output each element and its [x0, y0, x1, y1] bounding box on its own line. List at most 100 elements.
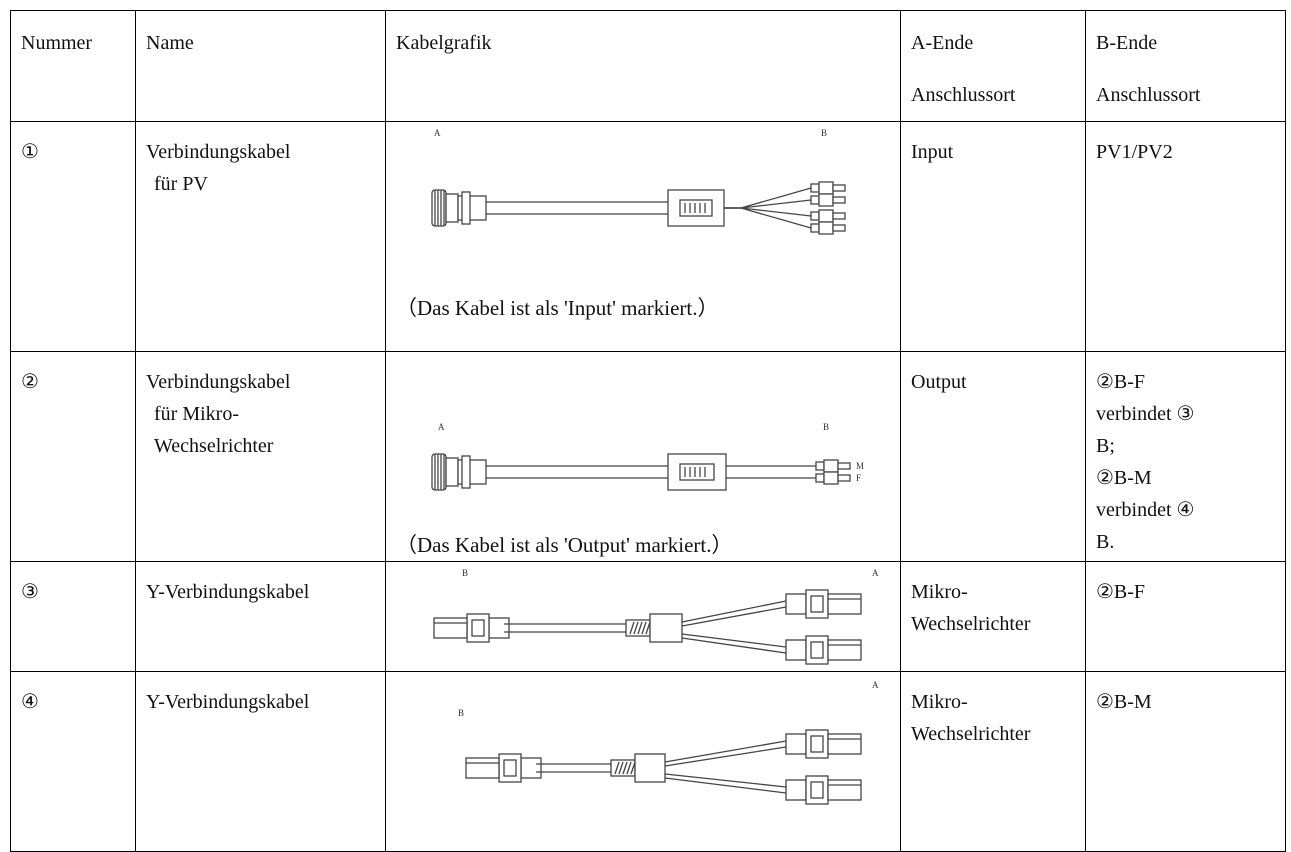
- drawing-part: [630, 761, 636, 775]
- drawing-part: [614, 761, 620, 775]
- drawing-part: [681, 633, 787, 648]
- drawing-part: [837, 462, 851, 470]
- cell-line: Nummer: [21, 32, 93, 54]
- drawing-part: [832, 224, 846, 232]
- cell-line: ③: [21, 581, 39, 603]
- drawing-part: [461, 191, 471, 225]
- drawing-part: [664, 740, 787, 763]
- drawing-part: [810, 195, 820, 205]
- cell-line: für PV: [154, 173, 208, 195]
- table-row: ④ Y-Verbindungskabel B A Mikro- Wechselrichte…: [10, 671, 1286, 852]
- a-end-cell: Mikro- Wechselrichter: [900, 561, 1086, 672]
- cell-line: Name: [146, 32, 194, 54]
- connector: [785, 729, 862, 759]
- cell-line: Wechselrichter: [154, 435, 274, 457]
- drawing-part: [664, 777, 787, 794]
- number-cell: ③: [10, 561, 136, 672]
- name-cell: Y-Verbindungskabel: [135, 561, 386, 672]
- drawing-part: [827, 593, 862, 615]
- drawing-part: [520, 757, 542, 779]
- cell-line: ①: [21, 141, 39, 163]
- cable-graphic: A B （Das Kabel ist als 'Input' markiert.）: [396, 128, 846, 320]
- name-cell: Verbindungskabel für Mikro- Wechselrichter: [135, 351, 386, 562]
- drawing-part: [618, 761, 624, 775]
- drawing-part: [810, 183, 820, 193]
- graphic-label: B: [462, 568, 468, 578]
- drawing-part: [633, 621, 639, 635]
- number-cell: ①: [10, 121, 136, 352]
- cell-line: Output: [911, 371, 967, 393]
- cell-line: Verbindungskabel: [146, 371, 291, 393]
- b-end-cell: PV1/PV2: [1085, 121, 1286, 352]
- drawing-part: [740, 207, 812, 217]
- drawing-part: [815, 473, 825, 483]
- graphic-label: A: [434, 128, 441, 138]
- drawing-part: [637, 621, 643, 635]
- graphic-label: B: [823, 422, 829, 432]
- cell-line: ②B-F: [1096, 581, 1146, 603]
- cell-line: A-Ende: [911, 32, 974, 54]
- drawing-part: [649, 613, 683, 643]
- name-cell: Y-Verbindungskabel: [135, 671, 386, 852]
- cell-line: Y-Verbindungskabel: [146, 581, 310, 603]
- drawing-part: [445, 457, 459, 487]
- drawing-part: [785, 733, 807, 755]
- drawing-part: [740, 207, 812, 229]
- drawing-part: [823, 471, 839, 485]
- drawing-part: [664, 746, 787, 767]
- graphic-caption: （Das Kabel ist als 'Output' markiert.）: [396, 533, 733, 557]
- cell-line: Verbindungskabel: [146, 141, 291, 163]
- table-row: ③ Y-Verbindungskabel B A Mikro- Wechselrichte…: [10, 561, 1286, 672]
- drawing-part: [818, 209, 834, 223]
- drawing-part: [503, 759, 517, 777]
- drawing-part: [681, 606, 787, 627]
- drawing-part: [488, 617, 510, 639]
- cell-line: Anschlussort: [911, 84, 1016, 106]
- number-cell: ④: [10, 671, 136, 852]
- drawing-part: [810, 781, 824, 799]
- drawing-part: [634, 753, 666, 783]
- drawing-part: [818, 221, 834, 235]
- drawing-part: [810, 223, 820, 233]
- cell-line: verbindet ④: [1096, 499, 1195, 521]
- drawing-part: [645, 621, 651, 635]
- drawing-part: [471, 619, 485, 637]
- drawing-part: [461, 455, 471, 489]
- drawing-part: [837, 474, 851, 482]
- b-end-cell: ②B-M: [1085, 671, 1286, 852]
- drawing-part: [679, 199, 713, 217]
- connector: [785, 635, 862, 665]
- a-end-cell: Output: [900, 351, 1086, 562]
- graphic-cell: A B M F （Das Kabel ist als 'Output' markiert…: [385, 351, 901, 562]
- a-end-cell: Mikro- Wechselrichter: [900, 671, 1086, 852]
- cell-line: für Mikro-: [154, 403, 239, 425]
- graphic-label: B: [458, 708, 464, 718]
- graphic-label: F: [856, 473, 861, 483]
- drawing-part: [785, 593, 807, 615]
- graphic-label: A: [872, 568, 879, 578]
- cell-line: Wechselrichter: [911, 613, 1031, 635]
- name-cell: Verbindungskabel für PV: [135, 121, 386, 352]
- drawing-part: [740, 187, 812, 209]
- cell-line: PV1/PV2: [1096, 141, 1173, 163]
- number-cell: ②: [10, 351, 136, 562]
- drawing-part: [832, 184, 846, 192]
- drawing-part: [785, 779, 807, 801]
- graphic-label: B: [821, 128, 827, 138]
- a-end-cell: Input: [900, 121, 1086, 352]
- graphic-label: A: [872, 680, 879, 690]
- drawing-part: [629, 621, 635, 635]
- drawing-part: [810, 595, 824, 613]
- cell-line: Y-Verbindungskabel: [146, 691, 310, 713]
- header-cell: Kabelgrafik: [385, 10, 901, 122]
- drawing-part: [815, 461, 825, 471]
- drawing-part: [641, 621, 647, 635]
- cell-line: ②B-M: [1096, 691, 1152, 713]
- cell-line: B.: [1096, 531, 1115, 553]
- drawing-part: [681, 600, 787, 623]
- drawing-part: [465, 757, 500, 779]
- graphic-label: M: [856, 461, 864, 471]
- header-cell: Nummer: [10, 10, 136, 122]
- drawing-part: [626, 761, 632, 775]
